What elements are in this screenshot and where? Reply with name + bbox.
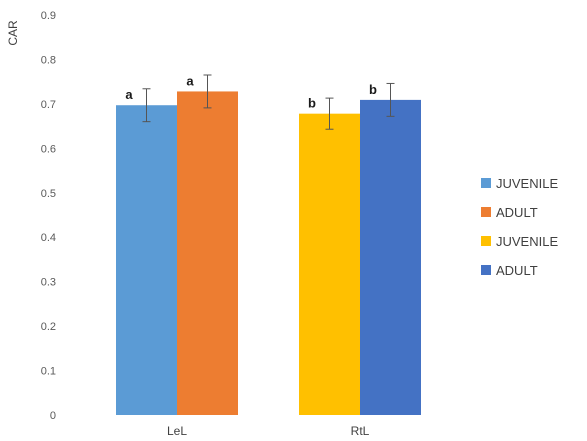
bar-lel-adult (177, 91, 238, 415)
y-tick-label: 0.3 (41, 277, 56, 289)
legend-label: ADULT (496, 205, 538, 220)
error-bar (203, 74, 212, 109)
legend-swatch (481, 236, 491, 246)
y-axis-label: CAR (6, 20, 20, 46)
x-axis-categories: LeL RtL (167, 424, 370, 438)
y-tick-label: 0.5 (41, 188, 56, 200)
error-bar (142, 88, 151, 123)
legend-swatch (481, 207, 491, 217)
bars: a a b b (116, 73, 421, 416)
legend-swatch (481, 178, 491, 188)
y-tick-label: 0 (50, 410, 56, 422)
y-tick-label: 0.4 (41, 232, 56, 244)
significance-label: b (308, 96, 316, 111)
x-category-label: RtL (351, 424, 370, 438)
significance-label: a (186, 73, 194, 88)
legend-item: ADULT (481, 205, 538, 220)
x-category-label: LeL (167, 424, 187, 438)
legend-label: JUVENILE (496, 176, 558, 191)
legend-item: JUVENILE (481, 234, 558, 249)
y-tick-label: 0.8 (41, 54, 56, 66)
legend: JUVENILE ADULT JUVENILE ADULT (481, 176, 558, 278)
y-tick-label: 0.7 (41, 99, 56, 111)
legend-swatch (481, 265, 491, 275)
y-axis-ticks: 0 0.1 0.2 0.3 0.4 0.5 0.6 0.7 0.8 0.9 (41, 10, 56, 422)
y-tick-label: 0.1 (41, 366, 56, 378)
y-tick-label: 0.6 (41, 143, 56, 155)
error-bar (325, 97, 334, 130)
bar-lel-juvenile (116, 105, 177, 415)
significance-label: a (125, 87, 133, 102)
y-tick-label: 0.9 (41, 10, 56, 22)
legend-label: ADULT (496, 263, 538, 278)
significance-label: b (369, 82, 377, 97)
y-tick-label: 0.2 (41, 321, 56, 333)
legend-label: JUVENILE (496, 234, 558, 249)
bar-rtl-adult (360, 99, 421, 415)
legend-item: JUVENILE (481, 176, 558, 191)
error-bar (386, 82, 395, 117)
legend-item: ADULT (481, 263, 538, 278)
bar-rtl-juvenile (299, 113, 360, 416)
